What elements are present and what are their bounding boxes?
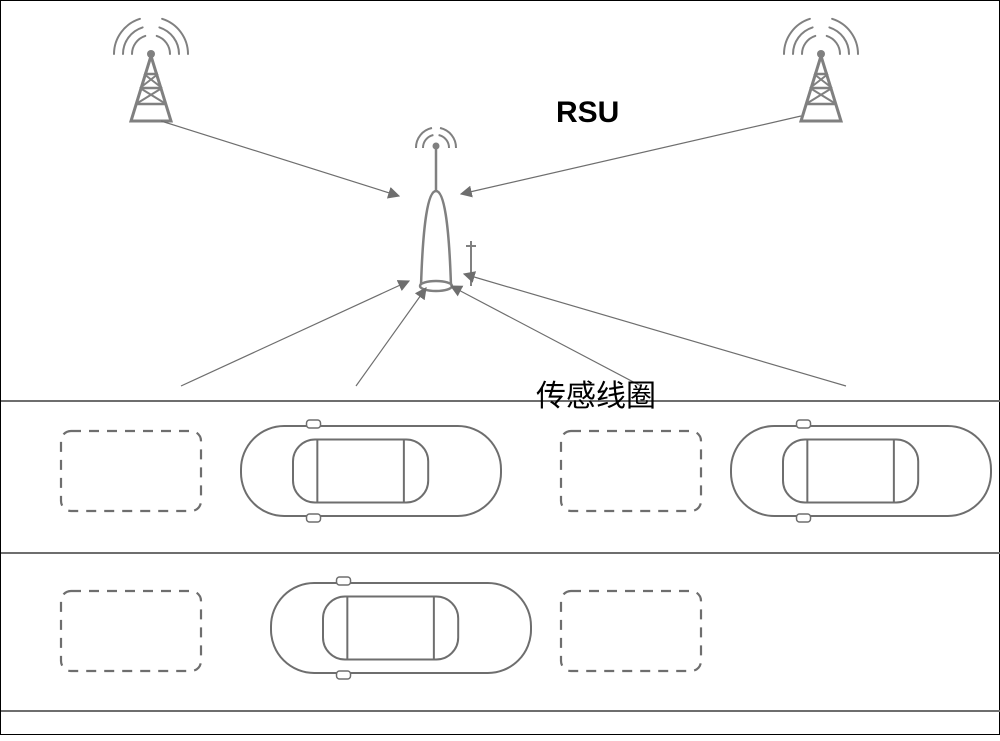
rsu-icon bbox=[416, 128, 476, 291]
cell-tower-icon bbox=[114, 19, 188, 121]
car bbox=[271, 577, 531, 679]
car bbox=[241, 420, 501, 522]
signal-line bbox=[356, 288, 426, 386]
sensing-coil bbox=[61, 431, 201, 511]
car bbox=[731, 420, 991, 522]
signal-line bbox=[461, 116, 801, 194]
sensing-coil-label: 传感线圈 bbox=[536, 371, 656, 415]
diagram-svg bbox=[1, 1, 1000, 736]
signal-line bbox=[464, 274, 846, 386]
cell-tower-icon bbox=[784, 19, 858, 121]
rsu-label: RSU bbox=[556, 96, 619, 130]
signal-line bbox=[161, 121, 399, 196]
sensing-coil bbox=[561, 431, 701, 511]
sensing-coil bbox=[561, 591, 701, 671]
sensing-coil bbox=[61, 591, 201, 671]
diagram-canvas: RSU 传感线圈 bbox=[0, 0, 1000, 735]
signal-line bbox=[181, 281, 409, 386]
